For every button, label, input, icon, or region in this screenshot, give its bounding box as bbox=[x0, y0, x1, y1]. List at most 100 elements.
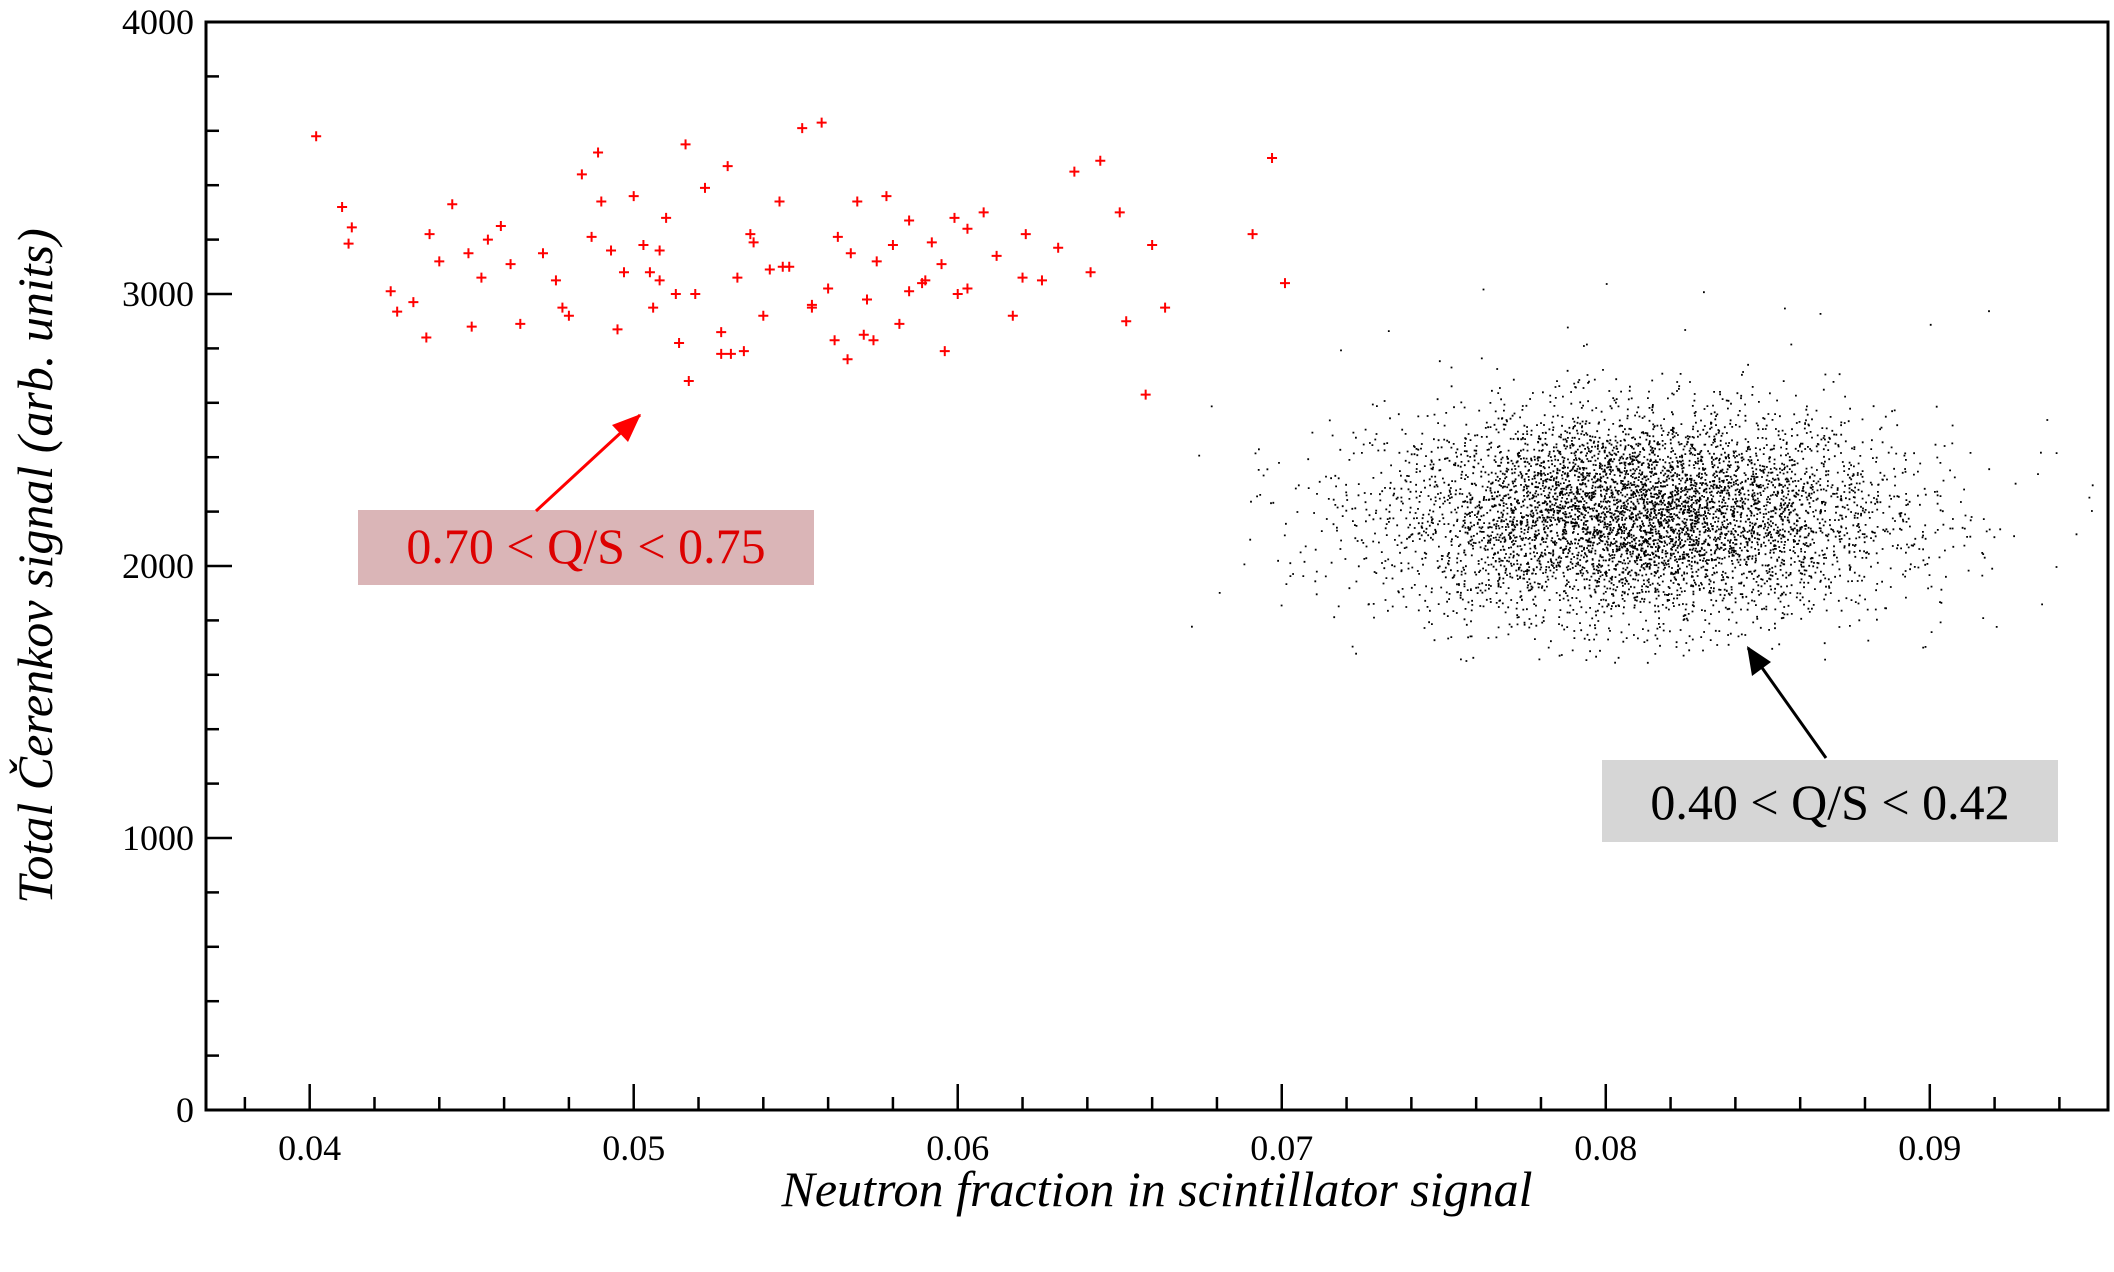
data-point-red bbox=[683, 376, 694, 387]
data-point-red bbox=[596, 196, 607, 207]
tick-labels: 0.04 0.05 0.06 0.07 0.08 0.09 0 1000 2000 3000 400… bbox=[122, 2, 1961, 1168]
data-point-red bbox=[1267, 153, 1278, 163]
annotation-red: 0.70 < Q/S < 0.75 bbox=[358, 413, 814, 585]
y-tick-label: 1000 bbox=[122, 818, 194, 858]
data-point-red bbox=[408, 297, 419, 308]
data-point-red bbox=[725, 348, 736, 359]
data-point-red bbox=[476, 272, 487, 283]
data-point-red bbox=[1247, 229, 1258, 240]
data-point-red bbox=[674, 337, 685, 348]
data-point-red bbox=[654, 245, 665, 256]
data-point-red bbox=[1279, 278, 1290, 289]
x-tick-label: 0.04 bbox=[278, 1128, 341, 1168]
data-point-red bbox=[1036, 275, 1047, 286]
data-point-red bbox=[952, 289, 963, 299]
data-point-red bbox=[797, 123, 808, 134]
data-point-red bbox=[936, 259, 947, 270]
y-tick-label: 0 bbox=[176, 1090, 194, 1130]
series-red-points bbox=[311, 117, 1290, 400]
data-point-red bbox=[1095, 155, 1106, 166]
data-point-red bbox=[593, 147, 604, 158]
data-point-red bbox=[576, 169, 587, 180]
data-point-red bbox=[463, 248, 474, 259]
data-point-red bbox=[962, 223, 973, 234]
data-point-red bbox=[515, 318, 526, 329]
data-point-red bbox=[991, 250, 1002, 261]
data-point-red bbox=[346, 222, 357, 233]
y-axis-title: Total Čerenkov signal (arb. units) bbox=[7, 228, 63, 903]
data-point-red bbox=[862, 294, 873, 305]
x-tick-label: 0.09 bbox=[1898, 1128, 1961, 1168]
data-point-red bbox=[716, 327, 727, 338]
data-point-red bbox=[1020, 229, 1031, 240]
data-point-red bbox=[563, 310, 574, 321]
annotation-red-arrowhead bbox=[612, 414, 641, 442]
data-point-red bbox=[638, 240, 649, 251]
data-point-red bbox=[670, 289, 681, 299]
data-point-red bbox=[829, 335, 840, 346]
data-point-red bbox=[738, 346, 749, 357]
data-point-red bbox=[654, 275, 665, 286]
data-point-red bbox=[745, 229, 756, 240]
data-point-red bbox=[939, 346, 950, 357]
data-point-red bbox=[881, 191, 892, 202]
data-point-red bbox=[1121, 316, 1132, 327]
data-point-red bbox=[385, 286, 396, 297]
data-point-red bbox=[858, 329, 869, 340]
data-point-red bbox=[586, 231, 597, 242]
data-point-red bbox=[716, 348, 727, 359]
data-point-red bbox=[1160, 302, 1171, 313]
annotation-red-box bbox=[358, 510, 814, 585]
x-tick-label: 0.08 bbox=[1574, 1128, 1637, 1168]
y-tick-label: 4000 bbox=[122, 2, 194, 42]
data-point-red bbox=[871, 256, 882, 267]
data-point-red bbox=[466, 321, 477, 332]
data-point-red bbox=[904, 215, 915, 226]
data-point-red bbox=[550, 275, 561, 286]
data-point-red bbox=[1053, 242, 1064, 253]
axis-ticks bbox=[206, 20, 2061, 1112]
y-tick-label: 2000 bbox=[122, 546, 194, 586]
data-point-red bbox=[661, 212, 672, 223]
data-point-red bbox=[962, 283, 973, 294]
data-point-red bbox=[832, 231, 843, 242]
data-point-red bbox=[887, 240, 898, 251]
data-point-red bbox=[806, 302, 817, 313]
series-black-points bbox=[1191, 283, 2094, 664]
data-point-red bbox=[628, 191, 639, 202]
data-point-red bbox=[1017, 272, 1028, 283]
data-point-red bbox=[699, 182, 710, 193]
data-point-red bbox=[557, 302, 568, 313]
annotation-red-label: 0.70 < Q/S < 0.75 bbox=[406, 518, 765, 574]
data-point-red bbox=[722, 161, 733, 172]
annotation-black-box bbox=[1602, 760, 2058, 842]
data-point-red bbox=[434, 256, 445, 267]
data-point-red bbox=[644, 267, 655, 278]
data-point-red bbox=[482, 234, 493, 245]
data-point-red bbox=[845, 248, 856, 259]
data-point-red bbox=[690, 289, 701, 299]
data-point-red bbox=[680, 139, 691, 150]
data-point-red bbox=[823, 283, 834, 294]
data-point-red bbox=[816, 117, 827, 128]
data-point-red bbox=[648, 302, 659, 313]
data-point-red bbox=[1147, 240, 1158, 251]
data-point-red bbox=[842, 354, 853, 365]
data-point-red bbox=[311, 131, 322, 142]
data-point-red bbox=[618, 267, 629, 278]
data-point-red bbox=[978, 207, 989, 218]
data-point-red bbox=[920, 275, 931, 286]
data-point-red bbox=[505, 259, 516, 270]
data-point-red bbox=[421, 332, 432, 343]
data-point-red bbox=[1085, 267, 1096, 278]
data-point-red bbox=[748, 237, 759, 248]
data-point-red bbox=[732, 272, 743, 283]
data-point-red bbox=[904, 286, 915, 297]
data-point-red bbox=[1007, 310, 1018, 321]
x-tick-label: 0.05 bbox=[602, 1128, 665, 1168]
data-point-red bbox=[868, 335, 879, 346]
data-point-red bbox=[337, 201, 348, 212]
data-point-red bbox=[852, 196, 863, 207]
data-point-red bbox=[424, 229, 435, 240]
data-point-red bbox=[612, 324, 623, 335]
